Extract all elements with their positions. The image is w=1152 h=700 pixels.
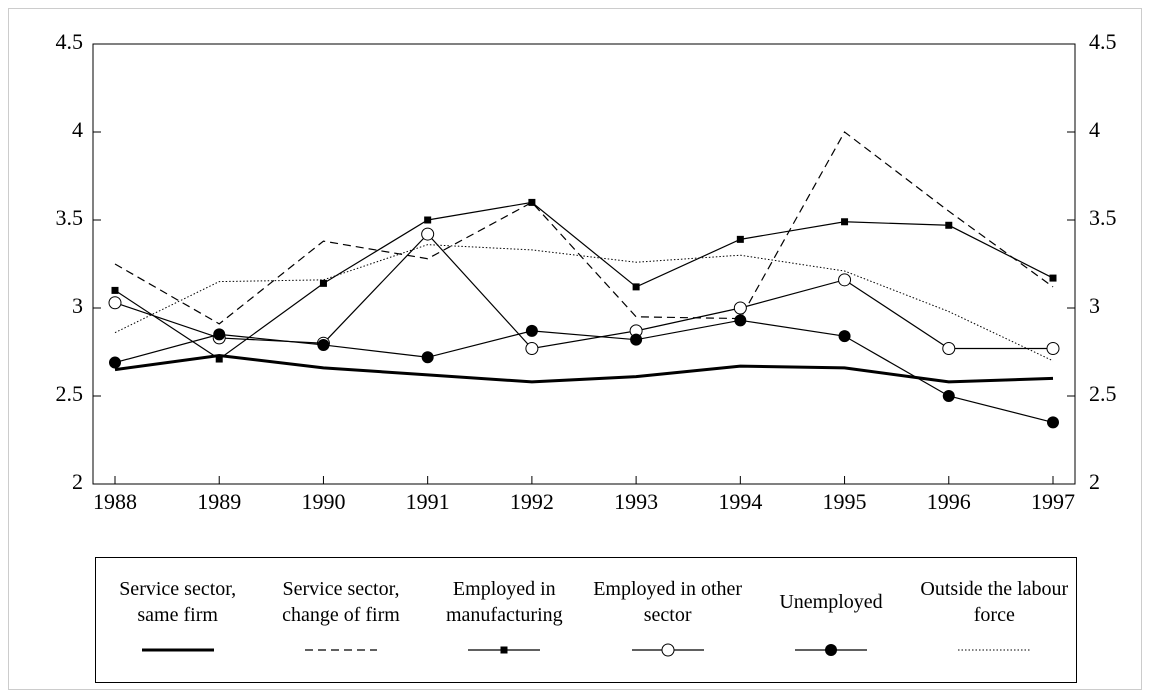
- legend-label: Employed in manufacturing: [446, 578, 563, 626]
- point: [424, 216, 432, 224]
- series-line: [114, 244, 1054, 362]
- point: [525, 324, 538, 337]
- point: [111, 286, 119, 294]
- point: [733, 301, 747, 315]
- point: [945, 221, 953, 229]
- point: [838, 273, 852, 287]
- legend-item: Employed in manufacturing: [423, 558, 586, 682]
- point: [734, 314, 747, 327]
- point: [1046, 341, 1060, 355]
- y2-tick-label: 3.5: [1089, 205, 1117, 230]
- point: [736, 235, 744, 243]
- y-tick-label: 4: [72, 117, 83, 142]
- x-tick-label: 1993: [614, 489, 658, 514]
- legend-marker: [824, 644, 837, 656]
- x-tick-label: 1990: [301, 489, 345, 514]
- legend-item: Outside the labour force: [913, 558, 1076, 682]
- x-tick-label: 1988: [93, 489, 137, 514]
- point: [109, 356, 121, 369]
- y2-tick-label: 3: [1089, 293, 1100, 318]
- legend-label: Outside the labour force: [920, 578, 1069, 626]
- y-tick-label: 3.5: [56, 205, 84, 230]
- legend-label: Employed in other sector: [593, 578, 743, 626]
- legend-swatch: [141, 648, 214, 652]
- point: [1049, 274, 1057, 282]
- point: [942, 390, 955, 402]
- x-tick-label: 1989: [197, 489, 241, 514]
- legend-swatch: [468, 646, 541, 654]
- legend-item: Employed in other sector: [586, 558, 749, 682]
- frame: [8, 8, 1142, 690]
- legend: Service sector, same firm Service sector,…: [95, 557, 1077, 683]
- plot-frame: [92, 43, 1076, 485]
- x-tick-label: 1994: [718, 489, 762, 514]
- series-line: [114, 319, 1054, 423]
- x-tick-label: 1995: [823, 489, 867, 514]
- legend-item: Unemployed: [749, 558, 912, 682]
- y-tick-label: 2: [72, 469, 83, 494]
- legend-label: Service sector, change of firm: [282, 578, 400, 626]
- legend-label: Unemployed: [779, 591, 883, 613]
- legend-swatch: [304, 649, 377, 651]
- legend-marker: [661, 643, 675, 657]
- x-tick-label: 1991: [406, 489, 450, 514]
- y-tick-label: 4.5: [56, 29, 84, 54]
- x-tick-label: 1992: [510, 489, 554, 514]
- series-line: [114, 354, 1054, 384]
- y-tick-label: 2.5: [56, 381, 84, 406]
- point: [421, 227, 435, 241]
- point: [213, 328, 226, 341]
- point: [632, 283, 640, 291]
- y2-tick-label: 4.5: [1089, 29, 1117, 54]
- legend-item: Service sector, same firm: [96, 558, 259, 682]
- y2-tick-label: 4: [1089, 117, 1100, 142]
- point: [630, 333, 643, 346]
- point: [319, 279, 327, 287]
- legend-swatch: [794, 644, 867, 656]
- point: [838, 330, 851, 343]
- point: [528, 198, 536, 206]
- point: [1047, 416, 1059, 429]
- point: [108, 296, 122, 310]
- x-tick-label: 1996: [927, 489, 971, 514]
- point: [317, 338, 330, 351]
- y2-tick-label: 2.5: [1089, 381, 1117, 406]
- legend-swatch: [958, 649, 1031, 651]
- series-line: [114, 233, 1053, 350]
- point: [942, 341, 956, 355]
- point: [525, 341, 539, 355]
- series-line: [114, 131, 1054, 325]
- y-tick-label: 3: [72, 293, 83, 318]
- legend-swatch: [631, 643, 704, 657]
- y2-tick-label: 2: [1089, 469, 1100, 494]
- point: [421, 351, 434, 364]
- point: [841, 218, 849, 226]
- point: [215, 355, 223, 363]
- legend-marker: [500, 646, 508, 654]
- legend-label: Service sector, same firm: [119, 578, 237, 626]
- x-tick-label: 1997: [1031, 489, 1075, 514]
- series-line: [114, 201, 1054, 360]
- legend-item: Service sector, change of firm: [259, 558, 422, 682]
